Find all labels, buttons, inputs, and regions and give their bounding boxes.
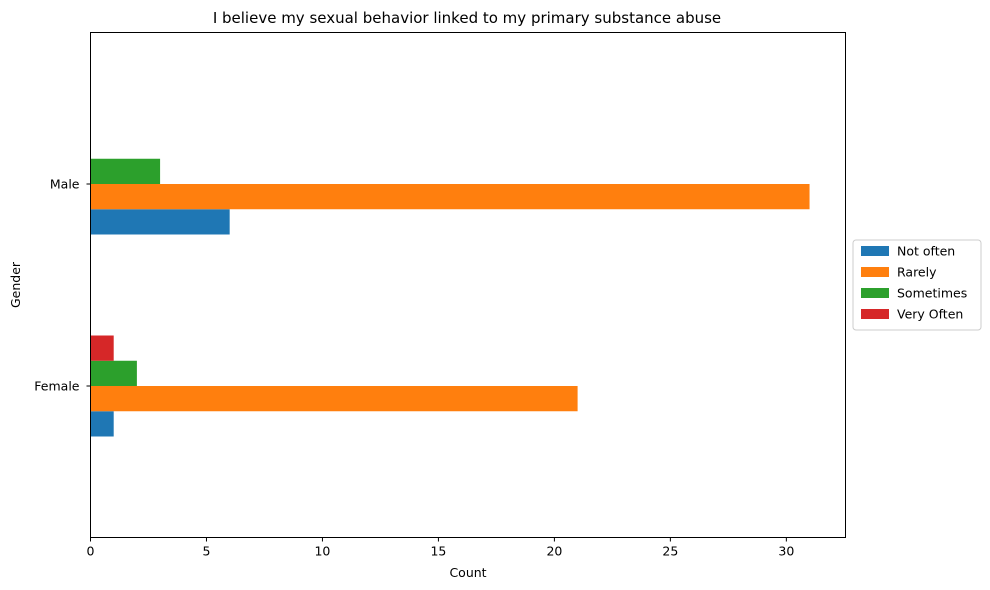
legend-label-very-often: Very Often	[897, 307, 963, 322]
x-tick-label: 25	[662, 544, 678, 559]
legend-box	[852, 239, 982, 331]
plot-frame	[90, 32, 846, 538]
bar-male-not-often	[90, 209, 230, 235]
legend-swatch-very-often	[861, 309, 889, 319]
chart-title: I believe my sexual behavior linked to m…	[213, 9, 721, 27]
legend-swatch-rarely	[861, 267, 889, 277]
y-tick-label-male: Male	[50, 177, 80, 192]
legend: Not often Rarely Sometimes Very Often	[852, 239, 982, 331]
y-tick-label-female: Female	[34, 379, 80, 394]
bar-female-sometimes	[90, 360, 137, 386]
x-axis-label: Count	[449, 565, 486, 580]
y-axis-label: Gender	[8, 261, 23, 308]
bars-group	[90, 158, 810, 437]
bar-male-sometimes	[90, 158, 161, 184]
legend-label-sometimes: Sometimes	[897, 286, 967, 301]
x-tick-label: 5	[202, 544, 210, 559]
legend-swatch-not-often	[861, 246, 889, 256]
x-tick-label: 30	[778, 544, 794, 559]
legend-label-not-often: Not often	[897, 244, 955, 259]
x-tick-label: 0	[87, 544, 95, 559]
x-tick-label: 15	[430, 544, 446, 559]
x-tick-label: 10	[314, 544, 330, 559]
x-tick-label: 20	[546, 544, 562, 559]
legend-swatch-sometimes	[861, 288, 889, 298]
legend-label-rarely: Rarely	[897, 265, 937, 280]
bar-female-not-often	[90, 411, 114, 437]
y-axis-ticks: Female Male	[34, 177, 91, 394]
bar-female-very-often	[90, 335, 114, 361]
x-axis-ticks: 0 5 10 15 20 25 30	[87, 537, 794, 559]
bar-male-rarely	[90, 184, 810, 210]
bar-female-rarely	[90, 386, 578, 412]
